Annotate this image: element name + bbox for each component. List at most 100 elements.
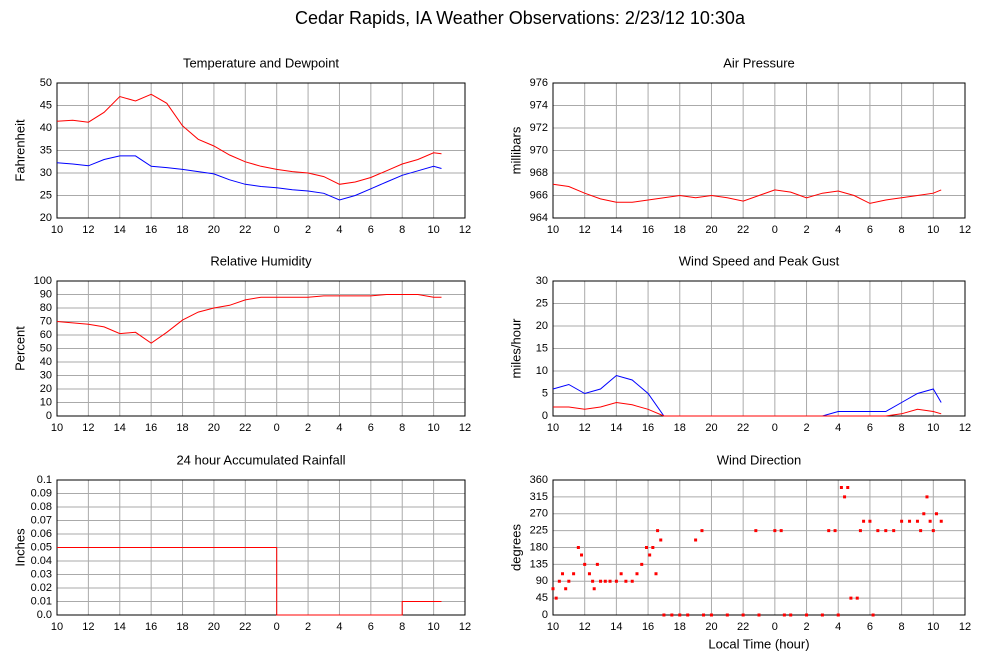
- point: [599, 579, 603, 583]
- point: [557, 579, 561, 583]
- x-tick-label: 6: [867, 224, 873, 236]
- point: [564, 587, 568, 591]
- point: [741, 613, 745, 617]
- point: [833, 529, 837, 533]
- point: [868, 519, 872, 523]
- x-tick-label: 12: [959, 422, 971, 434]
- x-tick-label: 4: [835, 621, 841, 633]
- x-tick-label: 14: [610, 621, 622, 633]
- point: [608, 579, 612, 583]
- x-tick-label: 8: [899, 422, 905, 434]
- plot-frame: [56, 82, 466, 219]
- x-tick-label: 22: [737, 422, 749, 434]
- page-title: Cedar Rapids, IA Weather Observations: 2…: [295, 8, 746, 28]
- point: [644, 546, 648, 549]
- chart-title: Relative Humidity: [210, 253, 312, 268]
- point: [591, 579, 595, 583]
- y-tick-label: 0.06: [31, 528, 52, 540]
- y-tick-label: 964: [530, 212, 548, 224]
- series-line: [552, 183, 942, 204]
- point: [554, 596, 558, 600]
- point: [678, 613, 682, 617]
- point: [603, 579, 607, 583]
- y-tick-label: 50: [40, 342, 52, 354]
- y-tick-label: 25: [40, 189, 52, 201]
- point: [843, 495, 847, 499]
- point: [884, 529, 888, 533]
- x-tick-label: 22: [239, 422, 251, 434]
- x-tick-label: 22: [239, 224, 251, 236]
- point: [919, 529, 923, 533]
- chart-title: 24 hour Accumulated Rainfall: [176, 452, 345, 467]
- x-tick-label: 2: [305, 621, 311, 633]
- point: [700, 529, 704, 533]
- x-tick-label: 8: [899, 621, 905, 633]
- chart-title: Temperature and Dewpoint: [183, 55, 339, 70]
- x-tick-label: 16: [145, 621, 157, 633]
- y-tick-label: 20: [536, 320, 548, 332]
- y-tick-label: 360: [530, 474, 548, 486]
- point: [709, 613, 713, 617]
- x-tick-label: 18: [176, 621, 188, 633]
- point: [630, 579, 634, 583]
- x-tick-label: 4: [336, 422, 342, 434]
- chart-title: Wind Direction: [717, 452, 802, 467]
- y-tick-label: 0: [542, 609, 548, 621]
- point: [619, 572, 623, 576]
- point: [789, 613, 793, 617]
- point: [592, 587, 596, 591]
- x-tick-label: 16: [145, 224, 157, 236]
- point: [839, 486, 843, 489]
- point: [725, 613, 729, 617]
- x-tick-label: 10: [427, 621, 439, 633]
- x-tick-label: 4: [835, 422, 841, 434]
- y-tick-label: 80: [40, 302, 52, 314]
- x-tick-label: 6: [867, 422, 873, 434]
- y-tick-label: 60: [40, 329, 52, 341]
- x-tick-label: 18: [674, 621, 686, 633]
- y-tick-label: 45: [40, 99, 52, 111]
- x-tick-label: 18: [674, 224, 686, 236]
- x-tick-label: 10: [51, 422, 63, 434]
- x-tick-label: 10: [927, 422, 939, 434]
- y-tick-label: 0: [46, 410, 52, 422]
- point: [662, 613, 666, 617]
- point: [583, 562, 587, 566]
- point: [551, 587, 555, 591]
- y-tick-label: 968: [530, 167, 548, 179]
- point: [773, 529, 777, 533]
- x-tick-label: 10: [51, 621, 63, 633]
- chart-title: Air Pressure: [723, 55, 795, 70]
- x-tick-label: 16: [642, 224, 654, 236]
- point: [925, 495, 929, 499]
- point: [827, 529, 831, 533]
- x-tick-label: 2: [803, 224, 809, 236]
- series-line: [57, 547, 442, 616]
- point: [595, 562, 599, 566]
- y-tick-label: 974: [530, 99, 548, 111]
- point: [624, 579, 628, 583]
- x-tick-label: 16: [642, 422, 654, 434]
- x-tick-label: 18: [176, 422, 188, 434]
- x-tick-label: 6: [368, 422, 374, 434]
- point: [849, 596, 853, 600]
- x-tick-label: 14: [114, 224, 126, 236]
- point: [576, 546, 580, 549]
- point: [648, 553, 652, 557]
- x-tick-label: 12: [459, 621, 471, 633]
- x-tick-label: 14: [610, 422, 622, 434]
- point: [855, 596, 859, 600]
- y-tick-label: 30: [536, 275, 548, 287]
- x-tick-label: 6: [368, 621, 374, 633]
- x-axis-label: Local Time (hour): [708, 636, 809, 651]
- point: [908, 519, 912, 523]
- point: [779, 529, 783, 533]
- point: [694, 538, 698, 542]
- x-tick-label: 10: [547, 422, 559, 434]
- point: [922, 512, 926, 516]
- x-tick-label: 8: [399, 621, 405, 633]
- y-axis-label: millibars: [508, 126, 523, 174]
- y-tick-label: 0.02: [31, 582, 52, 594]
- y-axis-label: Fahrenheit: [12, 119, 27, 182]
- point: [939, 519, 943, 523]
